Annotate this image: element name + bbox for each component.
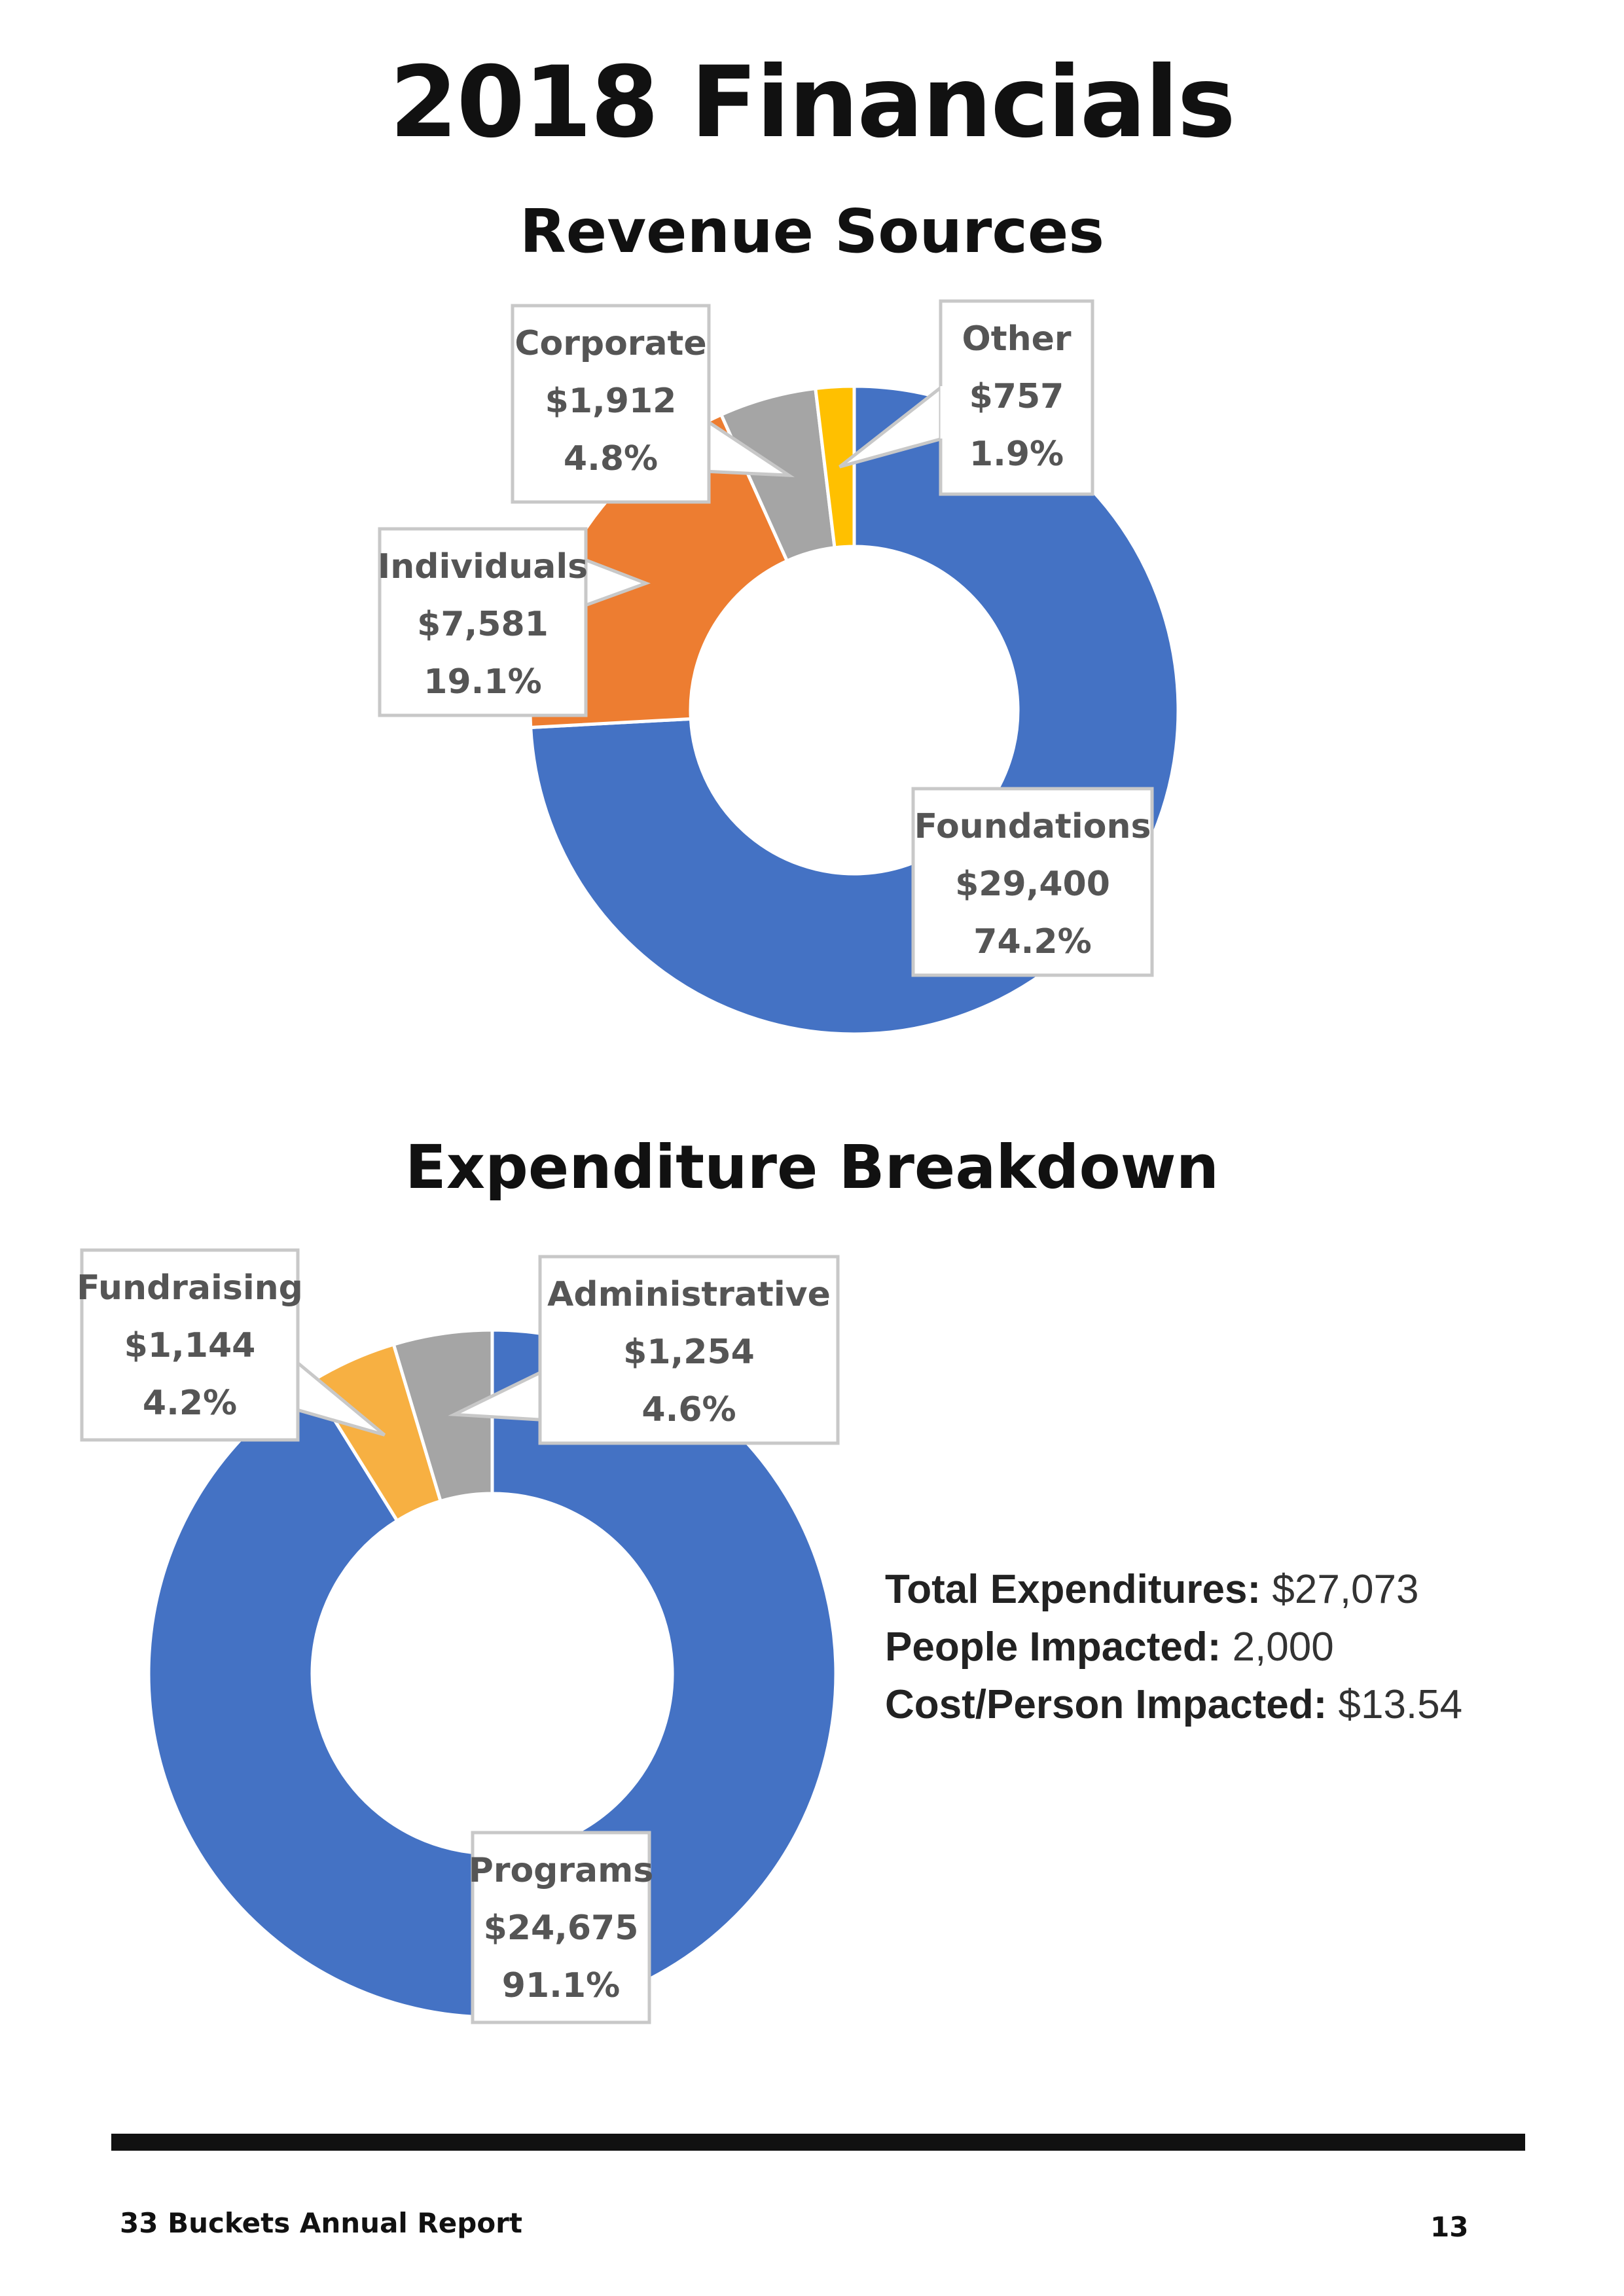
stat-value: $27,073 xyxy=(1272,1567,1419,1612)
callout-label: Programs xyxy=(469,1851,654,1890)
callout-label: Foundations xyxy=(914,807,1151,846)
callout-label: Corporate xyxy=(514,324,706,363)
footer-page-number: 13 xyxy=(1430,2211,1469,2243)
callout-percent: 4.2% xyxy=(143,1384,237,1423)
callout-value: $7,581 xyxy=(417,605,549,644)
callout-pointer xyxy=(839,385,944,469)
callout-box xyxy=(911,787,1154,977)
callout-pointer xyxy=(702,417,795,478)
callout-value: $29,400 xyxy=(955,865,1110,904)
callout-pointer xyxy=(448,1366,551,1422)
callout-fundraising: Fundraising $1,144 4.2% xyxy=(77,1248,386,1442)
stat-label: Cost/Person Impacted: xyxy=(885,1682,1327,1727)
footer-rule xyxy=(111,2134,1525,2151)
callout-foundations: Foundations $29,400 74.2% xyxy=(911,787,1154,977)
callout-administrative: Administrative $1,254 4.6% xyxy=(448,1255,840,1445)
slice-administrative xyxy=(391,1328,494,1503)
callout-box xyxy=(378,527,588,717)
stat-row-cost-per-person: Cost/Person Impacted: $13.54 xyxy=(885,1676,1462,1734)
stat-label: People Impacted: xyxy=(885,1624,1221,1670)
slice-other xyxy=(813,384,856,550)
callout-pointer xyxy=(287,1354,386,1437)
expenditure-stats: Total Expenditures: $27,073 People Impac… xyxy=(885,1561,1462,1734)
footer-report-name: 33 Buckets Annual Report xyxy=(120,2207,522,2239)
callout-programs: Programs $24,675 91.1% xyxy=(469,1831,654,2024)
stat-value: $13.54 xyxy=(1338,1682,1463,1727)
callout-percent: 1.9% xyxy=(969,435,1064,474)
callout-percent: 74.2% xyxy=(973,922,1091,961)
stat-row-total-expenditures: Total Expenditures: $27,073 xyxy=(885,1561,1462,1619)
callout-percent: 4.8% xyxy=(564,439,658,478)
callout-percent: 4.6% xyxy=(641,1390,736,1429)
callout-box xyxy=(511,304,711,504)
callout-value: $24,675 xyxy=(484,1909,639,1948)
revenue-donut-chart: Foundations $29,400 74.2% Individuals $7,581… xyxy=(378,299,1180,1036)
callout-value: $1,912 xyxy=(545,382,677,421)
callout-percent: 19.1% xyxy=(424,662,541,702)
page-title: 2018 Financials xyxy=(389,46,1236,160)
stat-value: 2,000 xyxy=(1232,1624,1334,1670)
callout-value: $1,254 xyxy=(623,1333,755,1372)
callout-label: Administrative xyxy=(547,1275,831,1314)
callout-percent: 91.1% xyxy=(502,1966,620,2005)
callout-other: Other $757 1.9% xyxy=(839,299,1094,496)
callout-box xyxy=(471,1831,651,2024)
callout-corporate: Corporate $1,912 4.8% xyxy=(511,304,795,504)
stat-label: Total Expenditures: xyxy=(885,1567,1261,1612)
callout-label: Individuals xyxy=(378,547,588,586)
revenue-chart-title: Revenue Sources xyxy=(519,196,1105,266)
stat-row-people-impacted: People Impacted: 2,000 xyxy=(885,1619,1462,1676)
callout-value: $757 xyxy=(969,377,1064,416)
callout-box xyxy=(538,1255,840,1445)
callout-label: Fundraising xyxy=(77,1268,303,1308)
callout-individuals: Individuals $7,581 19.1% xyxy=(378,527,651,717)
callout-box xyxy=(80,1248,300,1442)
expenditure-chart-title: Expenditure Breakdown xyxy=(405,1132,1219,1202)
callout-value: $1,144 xyxy=(124,1326,256,1365)
expenditure-donut-chart: Programs $24,675 91.1% Fundraising $1,144 4.2… xyxy=(77,1248,840,2024)
callout-label: Other xyxy=(962,319,1072,359)
callout-pointer xyxy=(575,554,651,611)
slice-programs xyxy=(147,1328,838,2019)
